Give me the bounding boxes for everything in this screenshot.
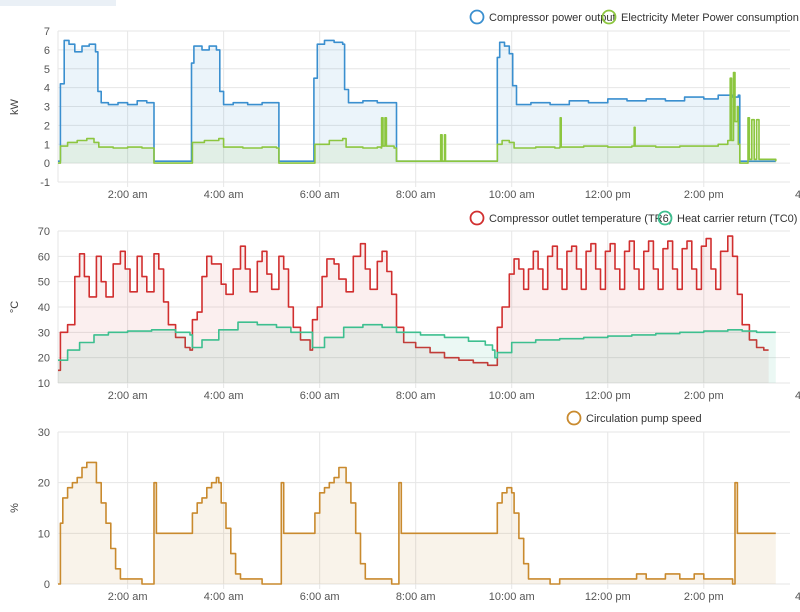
y-tick-label: 10 (38, 528, 50, 540)
legend-swatch-icon (469, 210, 485, 226)
x-tick-label-edge: 4 (795, 189, 800, 201)
chart-panel-1: -1 0 1 2 3 4 5 6 7 2:00 am 4:00 am 6:00 am 8:00 am 10… (9, 9, 800, 201)
legend-label: Compressor outlet temperature (TR6) (489, 213, 672, 225)
x-tick-label: 10:00 am (489, 591, 535, 603)
y-tick-label: -1 (40, 177, 50, 189)
legend-swatch-icon (469, 9, 485, 25)
y-tick-label: 3 (44, 102, 50, 114)
x-tick-label: 2:00 am (108, 189, 148, 201)
legend-label: Heat carrier return (TC0) (677, 213, 797, 225)
legend-item[interactable]: Compressor power output (469, 9, 616, 25)
legend-swatch-icon (601, 9, 617, 25)
legend-item[interactable]: Heat carrier return (TC0) (657, 210, 798, 226)
series-line-1 (58, 461, 776, 585)
series-area-2 (58, 72, 776, 164)
x-tick-label: 10:00 am (489, 189, 535, 201)
x-tick-label: 6:00 am (300, 591, 340, 603)
y-tick-label: 5 (44, 64, 50, 76)
top-scroll-strip (0, 0, 116, 6)
y-tick-label: 4 (44, 83, 50, 95)
legend-swatch-icon (566, 410, 582, 426)
legend-label: Circulation pump speed (586, 413, 702, 425)
y-tick-label: 7 (44, 26, 50, 38)
series-line-2 (58, 71, 777, 164)
y-axis-label: kW (9, 98, 21, 115)
x-tick-label: 2:00 am (108, 591, 148, 603)
x-tick-label: 2:00 pm (684, 189, 724, 201)
legend-label: Electricity Meter Power consumption (621, 12, 799, 24)
series-line-2 (58, 321, 776, 361)
x-tick-label: 4:00 am (204, 591, 244, 603)
series-line-1 (58, 39, 776, 162)
x-tick-label-edge: 4 (795, 390, 800, 402)
x-tick-label: 8:00 am (396, 189, 436, 201)
y-tick-label: 0 (44, 158, 50, 170)
x-tick-label: 10:00 am (489, 390, 535, 402)
x-tick-label: 2:00 am (108, 390, 148, 402)
series-line-1 (58, 235, 769, 372)
y-tick-label: 50 (38, 277, 50, 289)
y-tick-label: 30 (38, 327, 50, 339)
y-tick-label: 30 (38, 427, 50, 439)
x-tick-label: 4:00 am (204, 189, 244, 201)
x-tick-label: 12:00 pm (585, 189, 631, 201)
legend-item[interactable]: Circulation pump speed (566, 410, 702, 426)
x-tick-label-edge: 4 (795, 591, 800, 603)
y-tick-label: 1 (44, 139, 50, 151)
series-area-1 (58, 462, 776, 584)
y-axis-label: % (9, 503, 21, 513)
series-area-1 (58, 236, 769, 383)
y-tick-label: 10 (38, 378, 50, 390)
legend-item[interactable]: Compressor outlet temperature (TR6) (469, 210, 673, 226)
y-tick-label: 20 (38, 478, 50, 490)
x-tick-label: 8:00 am (396, 390, 436, 402)
legend-item[interactable]: Electricity Meter Power consumption (601, 9, 799, 25)
chart-panel-3: 0 10 20 30 2:00 am 4:00 am 6:00 am 8:00 am 10:00… (9, 410, 800, 603)
y-tick-label: 20 (38, 353, 50, 365)
y-tick-label: 6 (44, 45, 50, 57)
x-tick-label: 6:00 am (300, 390, 340, 402)
x-tick-label: 8:00 am (396, 591, 436, 603)
series-area-1 (58, 40, 776, 164)
x-tick-label: 4:00 am (204, 390, 244, 402)
x-tick-label: 2:00 pm (684, 591, 724, 603)
y-tick-label: 2 (44, 120, 50, 132)
x-tick-label: 12:00 pm (585, 591, 631, 603)
x-tick-label: 12:00 pm (585, 390, 631, 402)
y-tick-label: 70 (38, 226, 50, 238)
legend-label: Compressor power output (489, 12, 616, 24)
chart-panel-2: 10 20 30 40 50 60 70 2:00 am 4:00 am 6:00 am 8:00 … (9, 210, 800, 402)
y-axis-label: °C (9, 301, 21, 313)
legend-swatch-icon (657, 210, 673, 226)
y-tick-label: 0 (44, 579, 50, 591)
x-tick-label: 2:00 pm (684, 390, 724, 402)
x-tick-label: 6:00 am (300, 189, 340, 201)
y-tick-label: 60 (38, 251, 50, 263)
y-tick-label: 40 (38, 302, 50, 314)
